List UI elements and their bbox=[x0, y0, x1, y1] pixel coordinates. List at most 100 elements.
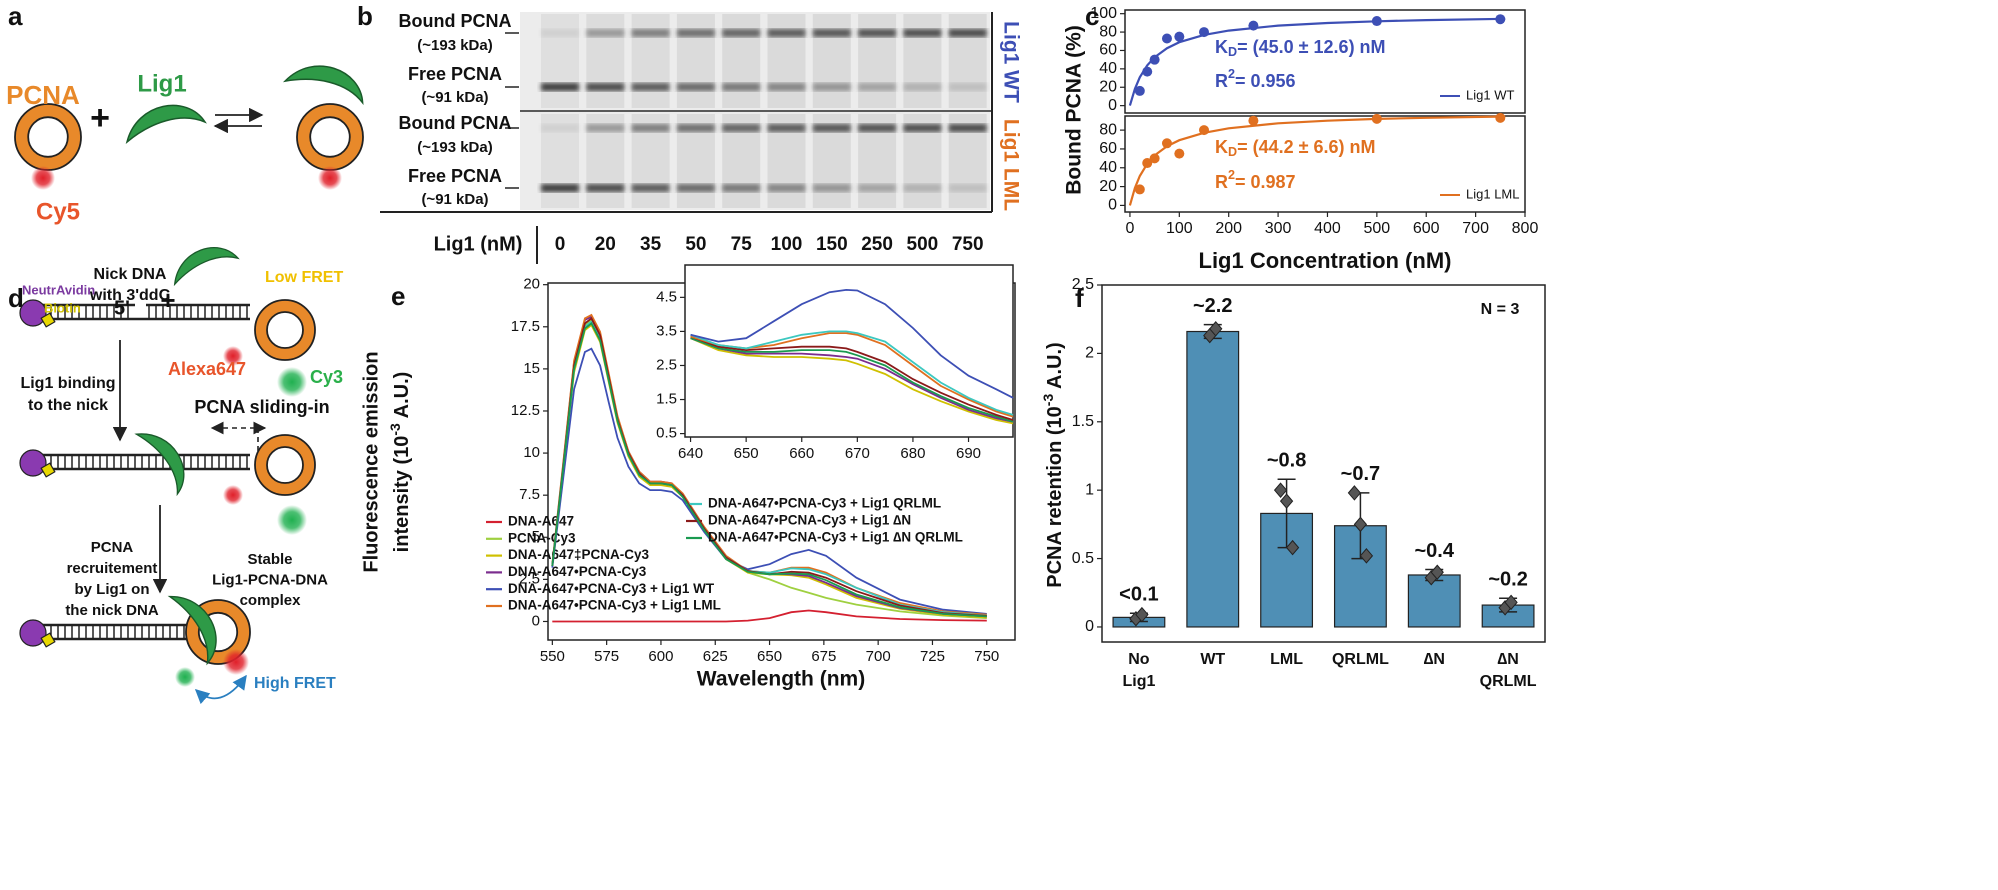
data-point bbox=[1149, 153, 1160, 164]
x-tick-label: 300 bbox=[1265, 220, 1292, 237]
gel-band bbox=[948, 83, 987, 91]
biotin bbox=[40, 462, 56, 478]
label: Lig1 (nM) bbox=[434, 233, 523, 255]
label: (~193 kDa) bbox=[417, 139, 492, 156]
label: Lig1 WT bbox=[999, 21, 1022, 103]
label: with 3'ddC bbox=[89, 287, 171, 304]
replicate-point bbox=[1359, 548, 1374, 564]
gel-band bbox=[858, 184, 897, 192]
x-tick-label: 750 bbox=[974, 648, 999, 665]
panel-label: a bbox=[8, 1, 23, 31]
label: Nick DNA bbox=[94, 266, 167, 283]
annotation-part: D bbox=[1228, 145, 1237, 159]
label: Lig1-PCNA-DNA bbox=[212, 571, 328, 588]
gel-band bbox=[541, 124, 579, 132]
data-point bbox=[1134, 184, 1145, 195]
y-tick-label: 17.5 bbox=[511, 318, 540, 335]
label: to the nick bbox=[28, 397, 108, 414]
legend-label: DNA-A647•PCNA-Cy3 + Lig1 ∆N bbox=[708, 513, 911, 528]
fret-arrow bbox=[194, 674, 247, 705]
y-axis-title-part: -3 bbox=[1040, 394, 1056, 407]
y-tick-label: 2 bbox=[1085, 345, 1094, 362]
x-tick-label: 100 bbox=[1166, 220, 1193, 237]
fluorophore bbox=[318, 166, 342, 190]
gel-band bbox=[722, 124, 761, 132]
concentration: 100 bbox=[771, 234, 803, 255]
label: Low FRET bbox=[265, 269, 343, 286]
y-axis-title: Bound PCNA (%) bbox=[1063, 25, 1086, 195]
panel-label: d bbox=[8, 283, 24, 313]
annotation-part: 2 bbox=[1228, 67, 1235, 81]
x-tick-label: 500 bbox=[1364, 220, 1391, 237]
x-tick-label: 700 bbox=[1462, 220, 1489, 237]
pcna-hole bbox=[266, 311, 304, 349]
fluorophore bbox=[223, 485, 243, 505]
y-tick-label: 15 bbox=[523, 360, 540, 377]
legend-label: DNA-A647•PCNA-Cy3 + Lig1 LML bbox=[508, 598, 721, 613]
lig1-shape bbox=[125, 104, 207, 145]
gel-band bbox=[903, 29, 942, 37]
gel-band bbox=[767, 29, 806, 37]
x-tick-label: 600 bbox=[1413, 220, 1440, 237]
x-tick-label: 0 bbox=[1125, 220, 1134, 237]
gel-band bbox=[812, 184, 851, 192]
label: PCNA bbox=[6, 80, 80, 110]
replicate-point bbox=[1430, 564, 1444, 581]
value-label: ~0.4 bbox=[1415, 540, 1455, 562]
x-tick-label: 600 bbox=[648, 648, 673, 665]
spectrum-line bbox=[551, 347, 987, 615]
legend-label: DNA-A647‡PCNA-Cy3 bbox=[508, 547, 650, 562]
y-tick-label: 100 bbox=[1090, 5, 1117, 22]
spectrum-line bbox=[551, 322, 987, 618]
label: (~91 kDa) bbox=[421, 191, 488, 208]
value-label: ~2.2 bbox=[1193, 295, 1232, 317]
label: Free PCNA bbox=[408, 64, 502, 84]
gel-band bbox=[903, 184, 942, 192]
y-tick-label: 10 bbox=[523, 444, 540, 461]
legend-label: DNA-A647•PCNA-Cy3 + Lig1 QRLML bbox=[708, 496, 941, 511]
fluorophore bbox=[31, 166, 55, 190]
panel-label: b bbox=[357, 1, 373, 31]
lig1-shape bbox=[173, 247, 240, 287]
y-tick-label: 40 bbox=[1099, 159, 1117, 176]
y-tick-label: 20 bbox=[523, 276, 540, 293]
label: Lig1 LML bbox=[999, 119, 1022, 211]
spectrum-line bbox=[551, 313, 987, 616]
gel-band bbox=[631, 83, 670, 91]
x-tick-label: QRLML bbox=[1332, 651, 1389, 668]
label: High FRET bbox=[254, 675, 336, 692]
gel-band bbox=[858, 29, 897, 37]
fit-line bbox=[1128, 17, 1506, 106]
x-tick-label: 690 bbox=[956, 445, 981, 462]
y-tick-label: 0.5 bbox=[1072, 550, 1094, 567]
y-tick-label: 2.5 bbox=[1072, 276, 1094, 293]
y-tick-label: 60 bbox=[1099, 140, 1117, 157]
concentration: 150 bbox=[816, 234, 848, 255]
fit-line bbox=[1128, 115, 1506, 206]
label: NeutrAvidin bbox=[22, 282, 95, 297]
annotation-part: R bbox=[1215, 172, 1228, 192]
gel-band bbox=[541, 184, 579, 192]
replicate-point bbox=[1135, 606, 1149, 623]
gel-lane bbox=[858, 14, 897, 108]
gel-lane bbox=[586, 14, 625, 108]
y-tick-label: 80 bbox=[1099, 121, 1117, 138]
y-tick-label: 0 bbox=[1108, 97, 1117, 114]
concentration: 250 bbox=[861, 234, 893, 255]
value-label: ~0.8 bbox=[1267, 450, 1306, 472]
gel-band bbox=[541, 83, 579, 91]
gel-band bbox=[541, 29, 579, 37]
y-tick-label: 20 bbox=[1099, 178, 1117, 195]
annotation: R2= 0.956 bbox=[1215, 67, 1296, 90]
y-axis-title-part: PCNA retention (10 bbox=[1044, 406, 1066, 588]
gel-band bbox=[631, 124, 670, 132]
label: Stable bbox=[247, 551, 292, 568]
data-point bbox=[1495, 112, 1506, 123]
y-tick-label: 2.5 bbox=[656, 356, 677, 373]
label: PCNA sliding-in bbox=[194, 397, 329, 417]
annotation-part: 2 bbox=[1228, 168, 1235, 182]
concentration: 20 bbox=[595, 234, 616, 255]
x-tick-label: 400 bbox=[1314, 220, 1341, 237]
concentration: 35 bbox=[640, 234, 662, 255]
